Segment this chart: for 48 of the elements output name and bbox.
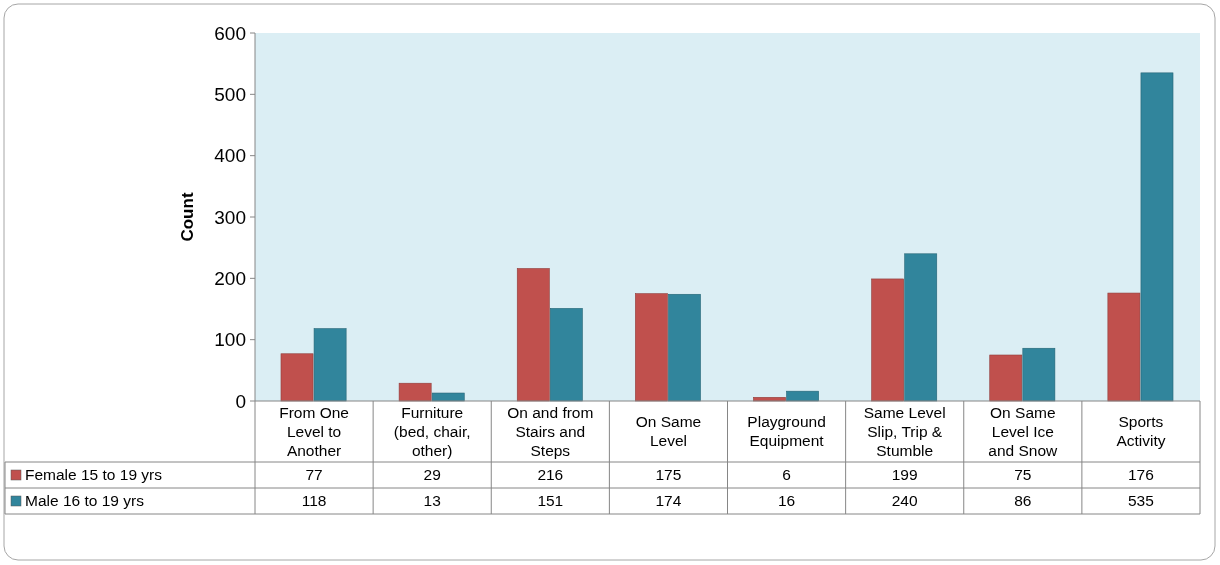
data-label: 29 [423,466,441,484]
bar [1140,72,1174,402]
bar [313,328,347,402]
bar [431,392,465,402]
x-tick-label: Furniture (bed, chair, other) [393,403,471,459]
y-axis-title: Count [178,192,197,242]
bar [280,353,314,402]
data-label: 16 [777,492,796,510]
data-label: 13 [423,492,441,510]
data-label: 174 [655,492,682,510]
data-label: 176 [1128,466,1154,484]
y-tick-label: 200 [214,267,246,289]
data-label: 216 [537,466,564,484]
x-tick-label: Playground Equipment [747,413,826,450]
bar [516,268,550,402]
x-tick-label: From One Level to Another [279,403,349,459]
x-tick-label: Same Level Slip, Trip & Stumble [863,403,946,459]
legend-label: Female 15 to 19 yrs [25,466,163,484]
bar [1107,292,1141,402]
data-label: 535 [1128,492,1154,510]
data-label: 6 [782,466,791,484]
data-label: 151 [537,492,564,510]
bar [904,253,938,402]
x-tick-label: Sports Activity [1116,413,1166,450]
y-tick-label: 600 [214,22,246,44]
y-tick-label: 100 [214,329,246,351]
x-tick-label: On Same Level [635,413,702,450]
bar [1022,347,1056,402]
x-tick-label: On and from Stairs and Steps [507,403,594,459]
bar [635,293,668,402]
data-label: 240 [891,492,918,510]
bar [668,293,701,402]
y-tick-label: 500 [214,83,246,105]
data-label: 86 [1014,492,1032,510]
legend-label: Male 16 to 19 yrs [25,492,145,510]
bar [398,382,432,402]
bar [871,278,904,402]
y-tick-label: 300 [214,206,246,228]
data-label: 77 [305,466,323,484]
data-label: 175 [655,466,682,484]
data-label: 118 [301,492,327,510]
data-label: 199 [891,466,918,484]
data-label: 75 [1014,466,1032,484]
y-tick-label: 0 [235,390,246,412]
x-tick-label: On Same Level Ice and Snow [988,403,1059,459]
bar [989,354,1023,402]
bar [550,308,583,402]
y-tick-label: 400 [214,145,246,167]
